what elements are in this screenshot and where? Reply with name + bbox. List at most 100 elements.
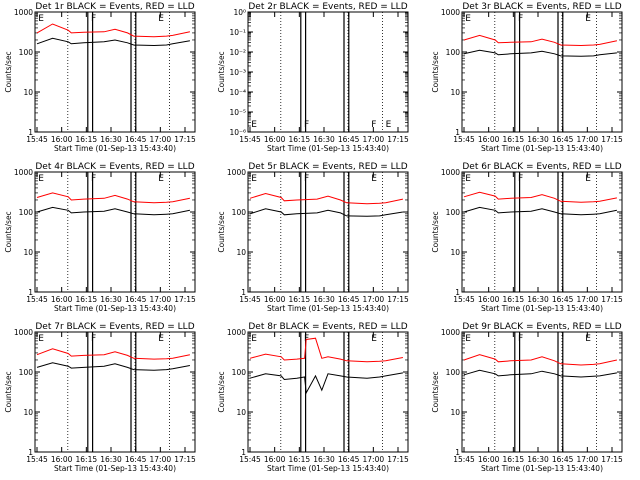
series-lld-line (463, 191, 617, 203)
panel-title: Det 9r BLACK = Events, RED = LLD (462, 322, 621, 332)
y-tick-label: 1 (28, 128, 33, 137)
x-tick-label: 16:45 (552, 295, 574, 304)
x-tick-label: 17:15 (174, 135, 196, 144)
y-tick-label: 100 (232, 208, 247, 217)
x-axis-label: Start Time (01-Sep-13 15:43:40) (481, 304, 603, 313)
y-tick-label: 1000 (441, 168, 460, 177)
panel-det-4: Det 4r BLACK = Events, RED = LLD Counts/s… (4, 162, 196, 313)
x-tick-label: 15:45 (239, 455, 261, 464)
flag-label: E (251, 120, 257, 130)
x-tick-label: 15:45 (453, 135, 475, 144)
x-tick-label: 15:45 (453, 455, 475, 464)
y-axis-label: Counts/sec (217, 211, 226, 252)
x-tick-label: 16:45 (125, 135, 147, 144)
x-tick-label: 16:00 (264, 295, 286, 304)
x-tick-label: 15:45 (26, 455, 48, 464)
x-tick-label: 16:30 (527, 455, 549, 464)
x-tick-label: 16:00 (264, 135, 286, 144)
panel-det-1: Det 1r BLACK = Events, RED = LLD Counts/s… (4, 2, 196, 153)
x-tick-label: 16:15 (503, 455, 525, 464)
series-lld-line (463, 34, 618, 47)
y-tick-label: 10⁻⁶ (229, 128, 246, 137)
x-tick-label: 17:00 (363, 135, 385, 144)
flag-label: E (585, 174, 591, 184)
flag-label: E (38, 334, 44, 344)
x-tick-label: 16:30 (313, 135, 335, 144)
series-lld-line (36, 23, 191, 38)
panel-det-7: Det 7r BLACK = Events, RED = LLD Counts/s… (4, 322, 196, 473)
x-tick-label: 17:00 (363, 455, 385, 464)
y-tick-label: 100 (232, 368, 247, 377)
y-tick-label: 10⁻² (229, 48, 246, 57)
x-tick-label: 16:30 (527, 295, 549, 304)
y-tick-label: 10 (236, 248, 246, 257)
y-tick-label: 1 (241, 288, 246, 297)
y-tick-label: 1000 (227, 328, 246, 337)
series-events-line (463, 369, 617, 378)
y-tick-label: 1 (455, 288, 460, 297)
y-tick-label: 1 (28, 288, 33, 297)
y-axis-label: Counts/sec (431, 211, 440, 252)
x-tick-label: 15:45 (26, 295, 48, 304)
flag-label: E (371, 334, 377, 344)
x-tick-label: 16:30 (100, 455, 122, 464)
x-tick-label: 16:15 (289, 455, 311, 464)
y-tick-label: 10⁻⁴ (229, 88, 246, 97)
x-tick-label: 17:00 (150, 135, 172, 144)
flag-label: E (585, 14, 591, 24)
series-lld-line (249, 192, 404, 205)
series-lld-line (36, 348, 191, 360)
y-tick-label: 10 (23, 248, 33, 257)
plot-frame (247, 11, 409, 133)
y-axis-label: Counts/sec (431, 51, 440, 92)
series-events-line (249, 372, 403, 395)
x-tick-label: 16:15 (503, 295, 525, 304)
y-axis-label: Counts/sec (431, 371, 440, 412)
x-tick-label: 17:00 (577, 455, 599, 464)
panel-title: Det 3r BLACK = Events, RED = LLD (462, 2, 621, 12)
flag-label: E (465, 14, 471, 24)
y-tick-label: 1000 (227, 168, 246, 177)
flag-label: F (518, 174, 523, 184)
series-events-line (36, 206, 190, 216)
x-tick-label: 17:15 (601, 135, 623, 144)
x-tick-label: 15:45 (239, 295, 261, 304)
x-tick-label: 16:15 (289, 295, 311, 304)
flag-label: E (465, 334, 471, 344)
x-tick-label: 17:15 (174, 295, 196, 304)
x-axis-label: Start Time (01-Sep-13 15:43:40) (54, 144, 176, 153)
panel-det-3: Det 3r BLACK = Events, RED = LLD Counts/s… (431, 2, 623, 153)
panel-title: Det 1r BLACK = Events, RED = LLD (35, 2, 194, 12)
series-lld-line (463, 354, 618, 366)
x-tick-label: 16:45 (552, 455, 574, 464)
plot-frame (461, 11, 623, 133)
plot-frame (247, 331, 409, 453)
panel-det-9: Det 9r BLACK = Events, RED = LLD Counts/s… (431, 322, 623, 473)
series-lld-line (249, 337, 403, 363)
flag-label: E (251, 334, 257, 344)
x-tick-label: 16:30 (527, 135, 549, 144)
x-tick-label: 17:15 (601, 295, 623, 304)
y-axis-label: Counts/sec (217, 51, 226, 92)
y-tick-label: 100 (446, 208, 461, 217)
plot-frame (34, 11, 196, 133)
flag-label: F (304, 120, 309, 130)
y-tick-label: 10 (450, 408, 460, 417)
x-tick-label: 16:30 (313, 295, 335, 304)
y-tick-label: 10⁻³ (229, 68, 246, 77)
flag-label: E (251, 174, 257, 184)
y-tick-label: 10 (450, 248, 460, 257)
x-tick-label: 16:30 (100, 135, 122, 144)
x-tick-label: 17:00 (577, 295, 599, 304)
y-tick-label: 10⁻⁵ (229, 108, 246, 117)
y-tick-label: 1 (455, 448, 460, 457)
x-tick-label: 16:45 (338, 295, 360, 304)
x-tick-label: 17:15 (387, 135, 409, 144)
y-tick-label: 10 (23, 88, 33, 97)
panel-title: Det 2r BLACK = Events, RED = LLD (248, 2, 407, 12)
y-tick-label: 10⁰ (233, 8, 246, 17)
y-tick-label: 10 (236, 408, 246, 417)
series-lld-line (36, 192, 190, 204)
x-tick-label: 17:00 (363, 295, 385, 304)
